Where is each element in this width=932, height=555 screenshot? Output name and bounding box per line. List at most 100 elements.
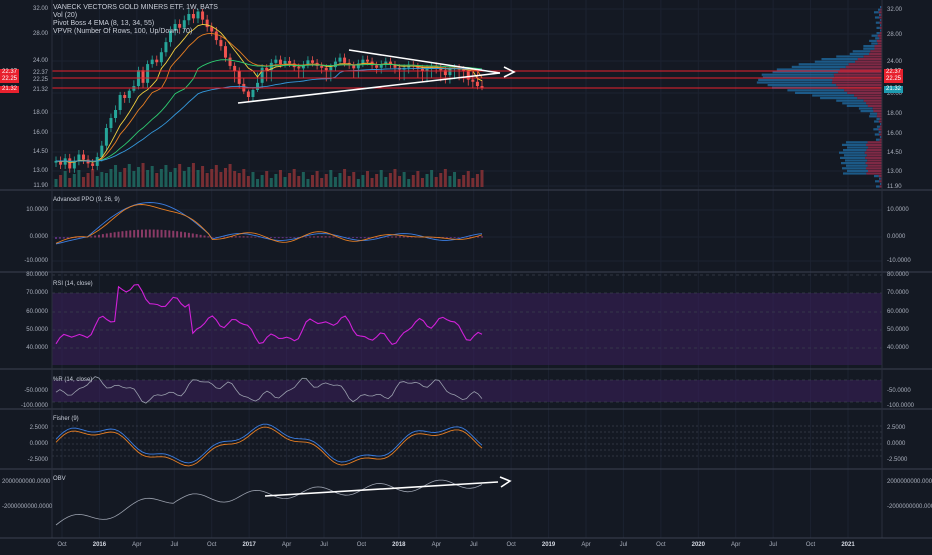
vpvr-up-bar (880, 29, 882, 32)
volume-bar (146, 170, 150, 187)
vpvr-up-bar (874, 120, 879, 123)
vpvr-up-bar (876, 185, 880, 188)
vpvr-up-bar (838, 151, 865, 154)
ppo-histogram-bar (254, 236, 257, 238)
vpvr-down-bar (879, 37, 882, 40)
ppo-axis-label: -10.0000 (887, 258, 911, 264)
vpvr-up-bar (880, 182, 882, 185)
candle-body (173, 24, 177, 31)
candle-body (214, 31, 218, 41)
vpvr-up-bar (880, 24, 882, 27)
price-axis-label: 20.00 (887, 91, 903, 97)
time-axis-label: Jul (619, 542, 628, 548)
volume-bar (95, 176, 99, 187)
volume-bar (416, 171, 420, 187)
vpvr-down-bar (844, 89, 882, 92)
williams-r-left-axis-label: -100.0000 (20, 403, 48, 409)
legend-vpvr[interactable]: VPVR (Number Of Rows, 100, Up/Down, 70) (53, 28, 193, 35)
volume-bar (425, 174, 429, 187)
left-price-axis-label: 11.90 (33, 183, 48, 189)
candle-body (256, 82, 260, 90)
chart-legend: VANECK VECTORS GOLD MINERS ETF, 1W, BATS… (53, 4, 218, 36)
ppo-histogram-bar (148, 229, 151, 238)
volume-bar (114, 165, 118, 187)
candle-body (416, 66, 420, 69)
pane-separators (0, 0, 932, 539)
left-price-axis-label: 22.37 (32, 70, 48, 76)
volume-bar (86, 173, 90, 187)
ppo-axis-label: 10.0000 (887, 207, 909, 213)
volume-bar (59, 175, 63, 187)
williams-r-title[interactable]: %R (14, close) (53, 377, 93, 383)
vpvr-down-bar (877, 34, 882, 37)
volume-bar (288, 173, 292, 187)
candle-body (72, 160, 76, 169)
ppo-histogram-bar (258, 236, 261, 238)
left-price-axis-label: 32.00 (32, 6, 48, 12)
ppo-histogram-bar (449, 237, 452, 239)
vpvr-up-bar (846, 164, 868, 167)
price-tag-left: 22.25 (0, 76, 20, 83)
ppo-histogram-bar (379, 237, 382, 238)
volume-bar (411, 175, 415, 187)
ppo-title[interactable]: Advanced PPO (9, 26, 9) (53, 197, 120, 203)
volume-bar (104, 173, 108, 187)
fisher-title[interactable]: Fisher (9) (53, 416, 79, 422)
volume-bar (320, 178, 324, 187)
ppo-histogram-bar (465, 236, 468, 238)
ppo-histogram-bar (164, 230, 167, 238)
vpvr-up-bar (873, 11, 879, 14)
volume-bar (370, 178, 374, 187)
ppo-histogram-bar (195, 234, 198, 238)
time-axis-label: Oct (656, 542, 666, 548)
volume-bar (201, 166, 205, 187)
vpvr-up-bar (876, 32, 880, 35)
rsi-axis-label: 80.0000 (887, 272, 909, 278)
ppo-histogram-bar (58, 237, 61, 239)
legend-ema[interactable]: Pivot Boss 4 EMA (8, 13, 34, 55) (53, 20, 155, 27)
volume-bar (173, 168, 177, 187)
volume-bar (81, 177, 85, 187)
volume-bar (132, 171, 136, 187)
vpvr-down-bar (839, 68, 882, 71)
candle-body (311, 60, 315, 63)
candle-body (68, 158, 72, 169)
vpvr-up-bar (814, 60, 856, 63)
candle-body (123, 95, 127, 98)
obv-trendline-arrowhead (499, 476, 512, 488)
vpvr-down-bar (867, 104, 882, 107)
ppo-histogram-bar (309, 236, 312, 238)
vpvr-up-bar (869, 39, 877, 42)
ppo-histogram-bar (355, 237, 358, 239)
candle-body (480, 86, 484, 89)
vpvr-up-bar (876, 26, 880, 29)
vpvr-up-bar (874, 175, 879, 178)
ppo-histogram-bar (453, 237, 456, 239)
vpvr-down-bar (855, 60, 882, 63)
vpvr-down-bar (866, 102, 882, 105)
candle-body (228, 57, 232, 66)
vpvr-down-bar (880, 8, 882, 11)
ema-34-line (55, 59, 483, 162)
obv-title[interactable]: OBV (53, 476, 66, 482)
candle-body (301, 64, 305, 69)
ppo-histogram-bar (305, 236, 308, 238)
volume-bar (471, 178, 475, 187)
vpvr-down-bar (848, 63, 882, 66)
ppo-histogram-bar (246, 236, 249, 238)
vpvr-down-bar (879, 32, 882, 35)
vpvr-down-bar (880, 130, 882, 133)
ppo-histogram-bar (133, 230, 136, 238)
candle-body (159, 52, 163, 63)
ppo-pane (52, 202, 882, 262)
volume-bar (228, 164, 232, 187)
candle-body (425, 68, 429, 71)
ppo-histogram-bar (367, 237, 370, 239)
volume-bar (72, 174, 76, 187)
rsi-title[interactable]: RSI (14, close) (53, 281, 93, 287)
obv-axis-label: -2000000000.0000 (887, 504, 932, 510)
legend-volume[interactable]: Vol (20) (53, 12, 78, 19)
volume-bar (265, 171, 269, 187)
